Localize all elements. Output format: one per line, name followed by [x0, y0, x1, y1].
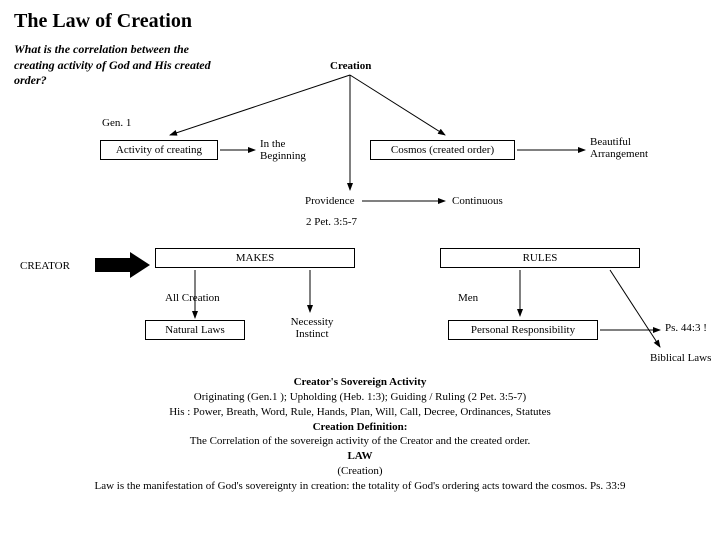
box-personal-resp: Personal Responsibility — [448, 320, 598, 340]
box-cosmos: Cosmos (created order) — [370, 140, 515, 160]
label-providence: Providence — [305, 195, 354, 207]
label-necessity: Necessity Instinct — [284, 316, 340, 340]
bottom-h3: LAW — [0, 449, 720, 464]
label-creator: CREATOR — [20, 260, 70, 272]
box-natural-laws: Natural Laws — [145, 320, 245, 340]
box-rules: RULES — [440, 248, 640, 268]
label-beautiful: Beautiful Arrangement — [590, 136, 670, 160]
label-ps44: Ps. 44:3 ! — [665, 322, 707, 334]
page-title: The Law of Creation — [14, 10, 192, 33]
bottom-l1: Originating (Gen.1 ); Upholding (Heb. 1:… — [0, 390, 720, 405]
label-2pet: 2 Pet. 3:5-7 — [306, 216, 357, 228]
bottom-l5: Law is the manifestation of God's sovere… — [0, 479, 720, 494]
label-creation: Creation — [330, 60, 371, 72]
bottom-l3: The Correlation of the sovereign activit… — [0, 434, 720, 449]
bottom-l2: His : Power, Breath, Word, Rule, Hands, … — [0, 405, 720, 420]
subtitle: What is the correlation between the crea… — [14, 42, 224, 89]
bottom-h2: Creation Definition: — [0, 420, 720, 435]
label-gen1: Gen. 1 — [102, 117, 131, 129]
bottom-h1: Creator's Sovereign Activity — [0, 375, 720, 390]
label-men: Men — [458, 292, 478, 304]
label-continuous: Continuous — [452, 195, 503, 207]
label-all-creation: All Creation — [165, 292, 220, 304]
box-activity: Activity of creating — [100, 140, 218, 160]
bottom-l4: (Creation) — [0, 464, 720, 479]
label-in-beginning: In the Beginning — [260, 138, 318, 162]
label-biblical-laws: Biblical Laws — [650, 352, 711, 364]
box-makes: MAKES — [155, 248, 355, 268]
